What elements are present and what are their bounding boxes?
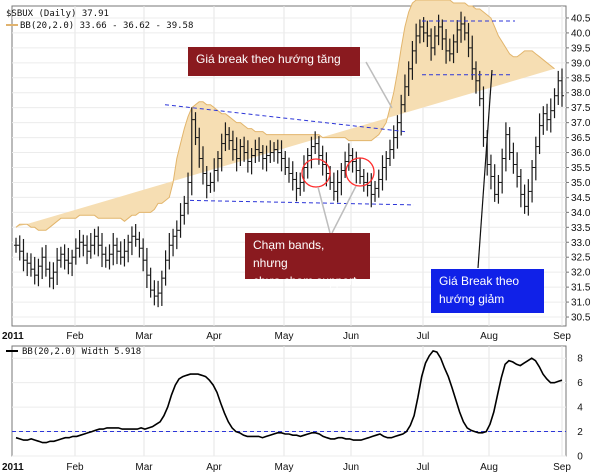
ind-x-tick-Jul: Jul <box>417 462 430 473</box>
price-y-tick-36.5: 36.5 <box>571 133 591 144</box>
touch-circle-1 <box>301 158 331 188</box>
price-x-tick-Feb: Feb <box>66 331 84 342</box>
ind-y-tick-0: 0 <box>577 452 583 463</box>
ind-x-tick-Aug: Aug <box>480 462 498 473</box>
callout-breakout-up-text: Giá break theo hướng tăng <box>196 52 341 66</box>
pointer-circle-2 <box>331 185 357 234</box>
callout-breakout-up: Giá break theo hướng tăng <box>188 47 360 76</box>
ind-x-tick-Apr: Apr <box>206 462 222 473</box>
price-y-tick-31.5: 31.5 <box>571 283 591 294</box>
ind-y-tick-6: 6 <box>577 378 583 389</box>
price-y-tick-34.0: 34.0 <box>571 208 591 219</box>
price-y-tick-35.0: 35.0 <box>571 178 591 189</box>
price-y-tick-36.0: 36.0 <box>571 148 591 159</box>
bb-width-line <box>15 349 563 444</box>
price-y-tick-30.5: 30.5 <box>571 313 591 324</box>
price-y-tick-37.0: 37.0 <box>571 118 591 129</box>
callout-touch-bands-line2: chưa chạm support <box>253 274 357 288</box>
price-y-tick-31.0: 31.0 <box>571 298 591 309</box>
price-y-tick-32.0: 32.0 <box>571 268 591 279</box>
ind-x-tick-year: 2011 <box>2 462 24 473</box>
callout-breakdown-line2: hướng giảm <box>439 292 505 306</box>
price-y-tick-38.5: 38.5 <box>571 73 591 84</box>
price-y-tick-37.5: 37.5 <box>571 103 591 114</box>
price-y-tick-40.5: 40.5 <box>571 13 591 24</box>
price-y-tick-40.0: 40.0 <box>571 28 591 39</box>
ind-y-tick-8: 8 <box>577 354 583 365</box>
price-y-tick-38.0: 38.0 <box>571 88 591 99</box>
price-x-tick-Mar: Mar <box>135 331 153 342</box>
ind-y-tick-2: 2 <box>577 427 583 438</box>
price-y-tick-39.0: 39.0 <box>571 58 591 69</box>
price-y-tick-33.0: 33.0 <box>571 238 591 249</box>
price-x-tick-Jun: Jun <box>343 331 359 342</box>
support-line <box>189 199 415 206</box>
callout-touch-bands: Chạm bands, nhưng chưa chạm support <box>245 233 370 288</box>
ind-x-tick-Feb: Feb <box>66 462 84 473</box>
price-x-tick-year: 2011 <box>2 331 24 342</box>
price-x-tick-Jul: Jul <box>417 331 430 342</box>
pointer-breakdown <box>477 69 493 269</box>
ind-x-tick-Jun: Jun <box>343 462 359 473</box>
ind-y-tick-4: 4 <box>577 403 583 414</box>
indicator-panel-frame <box>11 345 567 457</box>
touch-circle-2 <box>345 157 375 187</box>
pointer-circle-1 <box>317 186 331 234</box>
price-y-tick-34.5: 34.5 <box>571 193 591 204</box>
price-x-tick-Apr: Apr <box>206 331 222 342</box>
price-bars <box>14 11 564 308</box>
resistance-line <box>164 104 406 133</box>
price-y-tick-32.5: 32.5 <box>571 253 591 264</box>
price-y-tick-33.5: 33.5 <box>571 223 591 234</box>
price-legend-bb: BB(20,2.0) 33.66 - 36.62 - 39.58 <box>20 21 193 31</box>
callout-touch-bands-line1: Chạm bands, nhưng <box>253 238 325 270</box>
bollinger-band-fill <box>15 0 555 231</box>
price-y-tick-39.5: 39.5 <box>571 43 591 54</box>
callout-breakdown-line1: Giá Break theo <box>439 274 520 288</box>
price-legend-ticker: $SBUX (Daily) 37.91 <box>6 9 109 19</box>
price-x-tick-Aug: Aug <box>480 331 498 342</box>
price-x-tick-May: May <box>275 331 294 342</box>
callout-breakdown: Giá Break theo hướng giảm <box>431 269 544 313</box>
ind-x-tick-Mar: Mar <box>135 462 153 473</box>
ind-x-tick-Sep: Sep <box>553 462 571 473</box>
price-x-tick-Sep: Sep <box>553 331 571 342</box>
price-y-tick-35.5: 35.5 <box>571 163 591 174</box>
ind-legend: BB(20,2.0) Width 5.918 <box>22 347 141 357</box>
ind-x-tick-May: May <box>275 462 294 473</box>
pointer-breakout <box>365 61 393 109</box>
